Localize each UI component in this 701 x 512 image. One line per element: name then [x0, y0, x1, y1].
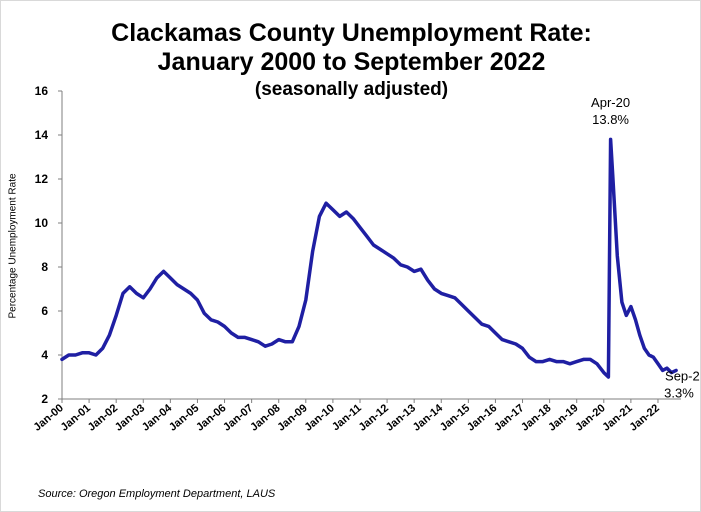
- x-tick-label: Jan-17: [492, 402, 526, 434]
- annotation-end-value: 3.3%: [664, 385, 694, 400]
- y-tick-label: 6: [41, 304, 48, 318]
- chart-title: Clackamas County Unemployment Rate:: [111, 19, 592, 47]
- x-tick-label: Jan-12: [357, 402, 391, 434]
- x-tick-label: Jan-06: [194, 402, 228, 434]
- y-tick-label: 12: [35, 172, 49, 186]
- y-tick-label: 10: [35, 216, 49, 230]
- x-tick-label: Jan-02: [86, 402, 120, 434]
- x-tick-label: Jan-18: [519, 402, 553, 434]
- y-tick-label: 16: [35, 84, 49, 98]
- x-tick-label: Jan-20: [573, 402, 607, 434]
- x-tick-label: Jan-00: [32, 402, 66, 434]
- y-tick-label: 8: [41, 260, 48, 274]
- chart-subtitle: (seasonally adjusted): [254, 79, 449, 100]
- x-tick-label: Jan-21: [600, 402, 634, 434]
- source-note: Source: Oregon Employment Department, LA…: [38, 488, 276, 500]
- x-tick-label: Jan-03: [113, 402, 147, 434]
- x-tick-label: Jan-08: [248, 402, 282, 434]
- chart-title-line2: January 2000 to September 2022: [157, 48, 546, 76]
- annotation-peak-value: 13.8%: [592, 112, 629, 127]
- x-tick-label: Jan-07: [221, 402, 255, 434]
- x-tick-label: Jan-16: [465, 402, 499, 434]
- x-tick-label: Jan-13: [384, 402, 418, 434]
- x-tick-label: Jan-01: [59, 402, 93, 434]
- x-tick-label: Jan-09: [275, 402, 309, 434]
- series-line: [60, 137, 678, 379]
- y-tick-label: 4: [41, 348, 48, 362]
- x-tick-label: Jan-05: [167, 402, 201, 434]
- x-tick-label: Jan-19: [546, 402, 580, 434]
- x-tick-label: Jan-15: [438, 402, 472, 434]
- annotation-end-date: Sep-22: [665, 368, 701, 383]
- y-tick-label: 2: [41, 392, 48, 406]
- x-tick-label: Jan-22: [627, 402, 661, 434]
- y-tick-label: 14: [35, 128, 49, 142]
- x-tick-label: Jan-10: [302, 402, 336, 434]
- annotation-peak-date: Apr-20: [591, 95, 630, 110]
